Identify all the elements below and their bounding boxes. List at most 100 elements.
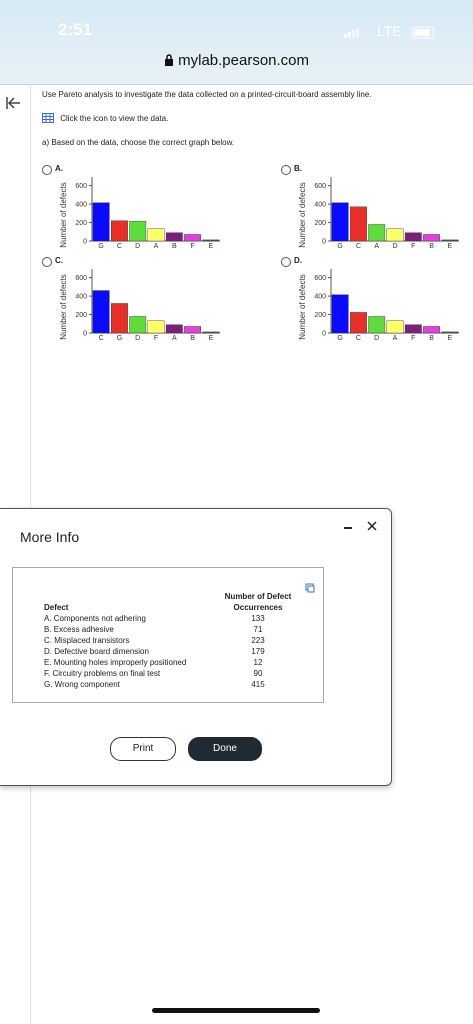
defect-count: 12 xyxy=(253,658,263,667)
home-indicator xyxy=(152,1008,320,1013)
y-tick-label: 200 xyxy=(314,312,326,319)
option[interactable]: C. Number of defects 0 200 400 600 C G D F A B E xyxy=(40,256,230,347)
bar xyxy=(110,220,128,242)
defect-name: B. Excess adhesive xyxy=(44,625,114,634)
chart: Number of defects 0 200 400 600 G C D A B F E xyxy=(59,177,220,250)
y-axis-label: Number of defects xyxy=(298,182,307,247)
bar xyxy=(368,316,386,334)
lock-icon xyxy=(164,54,173,66)
y-tick-label: 600 xyxy=(314,275,326,282)
table-header: Number of Defect Occurrences xyxy=(224,592,292,612)
option[interactable]: B. Number of defects 0 200 400 600 G C A D F B E xyxy=(279,164,469,255)
bar xyxy=(129,220,147,242)
x-tick-label: C xyxy=(117,243,122,250)
bar xyxy=(349,312,367,334)
table-row: C. Misplaced transistors 223 xyxy=(42,635,300,646)
y-tick-label: 0 xyxy=(83,239,87,246)
chart: Number of defects 0 200 400 600 G C D A F B E xyxy=(298,269,459,342)
radio[interactable] xyxy=(42,257,52,267)
table-row: B. Excess adhesive 71 xyxy=(42,624,300,635)
instruction: Use Pareto analysis to investigate the d… xyxy=(42,90,372,99)
bar xyxy=(202,239,220,242)
option-label: A. xyxy=(55,164,63,173)
y-axis-label: Number of defects xyxy=(59,274,68,339)
chart: Number of defects 0 200 400 600 G C A D F B E xyxy=(298,177,459,250)
part-a: a) Based on the data, choose the correct… xyxy=(42,138,235,147)
defect-count: 71 xyxy=(253,625,263,634)
x-tick-label: D xyxy=(392,243,397,250)
y-tick-label: 600 xyxy=(75,275,87,282)
defect-name: C. Misplaced transistors xyxy=(44,636,130,645)
bar xyxy=(165,324,183,334)
data-table: Defect Number of Defect Occurrences A. C… xyxy=(42,591,300,690)
x-tick-label: F xyxy=(190,243,194,250)
bar xyxy=(165,232,183,242)
back-icon[interactable] xyxy=(5,94,23,112)
y-tick-label: 400 xyxy=(75,294,87,301)
bar xyxy=(404,232,422,242)
y-tick-label: 0 xyxy=(322,331,326,338)
y-tick-label: 200 xyxy=(314,220,326,227)
bar xyxy=(110,303,128,334)
x-tick-label: G xyxy=(117,335,122,342)
copy-icon[interactable] xyxy=(305,583,315,593)
x-tick-label: E xyxy=(209,335,214,342)
table-row: A. Components not adhering 133 xyxy=(42,613,300,624)
x-tick-label: E xyxy=(448,243,453,250)
y-tick-label: 200 xyxy=(75,220,87,227)
y-tick-label: 0 xyxy=(322,239,326,246)
url-text: mylab.pearson.com xyxy=(178,52,310,69)
defect-name: A. Components not adhering xyxy=(44,614,146,623)
y-tick-label: 200 xyxy=(75,312,87,319)
table-frame xyxy=(12,567,324,703)
y-tick-label: 400 xyxy=(314,294,326,301)
defect-count: 223 xyxy=(251,636,265,645)
data-link-text[interactable]: Click the icon to view the data. xyxy=(60,114,169,123)
option[interactable]: D. Number of defects 0 200 400 600 G C D A F B E xyxy=(279,256,469,347)
radio[interactable] xyxy=(42,165,52,175)
defect-name: G. Wrong component xyxy=(44,680,120,689)
defect-name: D. Defective board dimension xyxy=(44,647,149,656)
network: LTE xyxy=(377,23,402,39)
y-axis-label: Number of defects xyxy=(298,274,307,339)
dialog-title: More Info xyxy=(20,529,80,545)
radio[interactable] xyxy=(281,257,291,267)
x-tick-label: A xyxy=(393,335,398,342)
data-link[interactable]: Click the icon to view the data. xyxy=(42,113,168,123)
x-tick-label: F xyxy=(154,335,158,342)
y-tick-label: 600 xyxy=(75,183,87,190)
done-button[interactable]: Done xyxy=(188,737,262,761)
radio[interactable] xyxy=(281,165,291,175)
bar xyxy=(441,331,459,334)
browser-bar xyxy=(0,0,473,85)
y-tick-label: 0 xyxy=(83,331,87,338)
defect-name: F. Circuitry problems on final test xyxy=(44,669,161,678)
x-tick-label: C xyxy=(99,335,104,342)
x-tick-label: B xyxy=(190,335,195,342)
defect-count: 179 xyxy=(251,647,265,656)
option[interactable]: A. Number of defects 0 200 400 600 G C D A B F E xyxy=(40,164,230,255)
x-tick-label: B xyxy=(429,335,434,342)
print-button[interactable]: Print xyxy=(110,737,176,761)
url[interactable]: mylab.pearson.com xyxy=(0,52,473,69)
x-tick-label: C xyxy=(356,335,361,342)
x-tick-label: G xyxy=(337,335,342,342)
bar xyxy=(441,239,459,242)
x-tick-label: C xyxy=(356,243,361,250)
table-body: A. Components not adhering 133 B. Excess a… xyxy=(42,613,300,690)
bar xyxy=(331,202,349,242)
x-tick-label: D xyxy=(135,243,140,250)
defect-count: 90 xyxy=(253,669,263,678)
x-tick-label: A xyxy=(172,335,177,342)
table-header: Defect xyxy=(44,603,69,612)
option-label: C. xyxy=(55,256,63,265)
window-controls[interactable] xyxy=(340,519,384,535)
table-icon[interactable] xyxy=(42,113,54,123)
x-tick-label: B xyxy=(172,243,177,250)
x-tick-label: G xyxy=(98,243,103,250)
bar xyxy=(386,320,404,334)
x-tick-label: F xyxy=(411,243,415,250)
table-row: D. Defective board dimension 179 xyxy=(42,646,300,657)
y-tick-label: 600 xyxy=(314,183,326,190)
